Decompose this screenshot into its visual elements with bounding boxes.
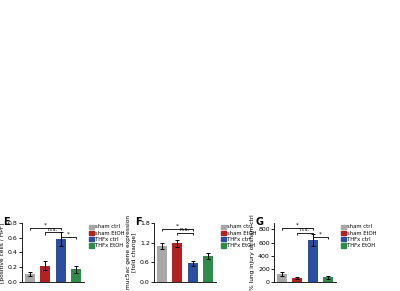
Text: n.s.: n.s. (180, 228, 190, 233)
Text: E: E (4, 217, 10, 227)
Bar (71, 269, 81, 282)
Bar (308, 240, 318, 282)
Bar (56, 239, 66, 282)
Legend: sham ctrl, sham EtOH, THFx ctrl, THFx EtOH: sham ctrl, sham EtOH, THFx ctrl, THFx Et… (221, 224, 257, 248)
Bar (292, 278, 302, 282)
Text: G: G (255, 217, 263, 227)
Text: *: * (44, 223, 47, 228)
Bar (277, 274, 287, 282)
Text: *: * (319, 232, 322, 237)
Bar (157, 246, 167, 282)
Text: F: F (135, 217, 142, 227)
Text: n.s.: n.s. (48, 227, 58, 232)
Bar (172, 243, 182, 282)
Legend: sham ctrl, sham EtOH, THFx ctrl, THFx EtOH: sham ctrl, sham EtOH, THFx ctrl, THFx Et… (89, 224, 125, 248)
Y-axis label: muc5ac gene expression
[fold change]: muc5ac gene expression [fold change] (126, 215, 137, 290)
Text: *: * (296, 223, 299, 228)
Text: n.s.: n.s. (300, 228, 310, 233)
Bar (25, 274, 35, 282)
Text: *: * (176, 223, 179, 228)
Legend: sham ctrl, sham EtOH, THFx ctrl, THFx EtOH: sham ctrl, sham EtOH, THFx ctrl, THFx Et… (341, 224, 377, 248)
Y-axis label: % lung injury of sham ctrl: % lung injury of sham ctrl (250, 214, 255, 290)
Y-axis label: caspase 3
[positive cells / HPF]: caspase 3 [positive cells / HPF] (0, 222, 5, 283)
Bar (323, 277, 333, 282)
Text: *: * (67, 232, 70, 237)
Bar (203, 256, 213, 282)
Bar (188, 263, 198, 282)
Bar (40, 266, 50, 282)
